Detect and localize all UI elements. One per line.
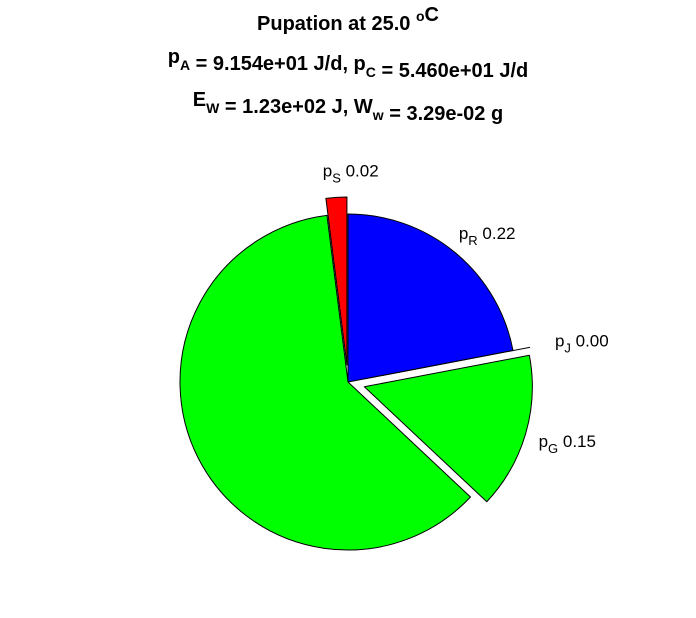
slice-label-J: pJ 0.00 <box>555 331 609 355</box>
pie-slices <box>179 196 533 551</box>
title-line-1: Pupation at 25.0 oC <box>257 4 439 35</box>
pie-slice-R <box>347 213 514 383</box>
title-line-2: pA = 9.154e+01 J/d, pC = 5.460e+01 J/d <box>168 46 529 82</box>
pie-slice-J <box>364 346 531 380</box>
slice-label-G: pG 0.15 <box>539 432 596 456</box>
pie-slice-D <box>179 214 471 551</box>
title-line-3: EW = 1.23e+02 J, Ww = 3.29e-02 g <box>193 89 503 125</box>
pie-slice-S <box>325 196 348 366</box>
pie-slice-G <box>363 354 533 503</box>
slice-label-S: pS 0.02 <box>323 162 379 186</box>
chart-title: Pupation at 25.0 oC pA = 9.154e+01 J/d, p… <box>168 4 529 125</box>
slice-labels: pR 0.22 pJ 0.00 pG 0.15 pS 0.02 <box>323 162 609 456</box>
slice-label-R: pR 0.22 <box>459 224 516 248</box>
